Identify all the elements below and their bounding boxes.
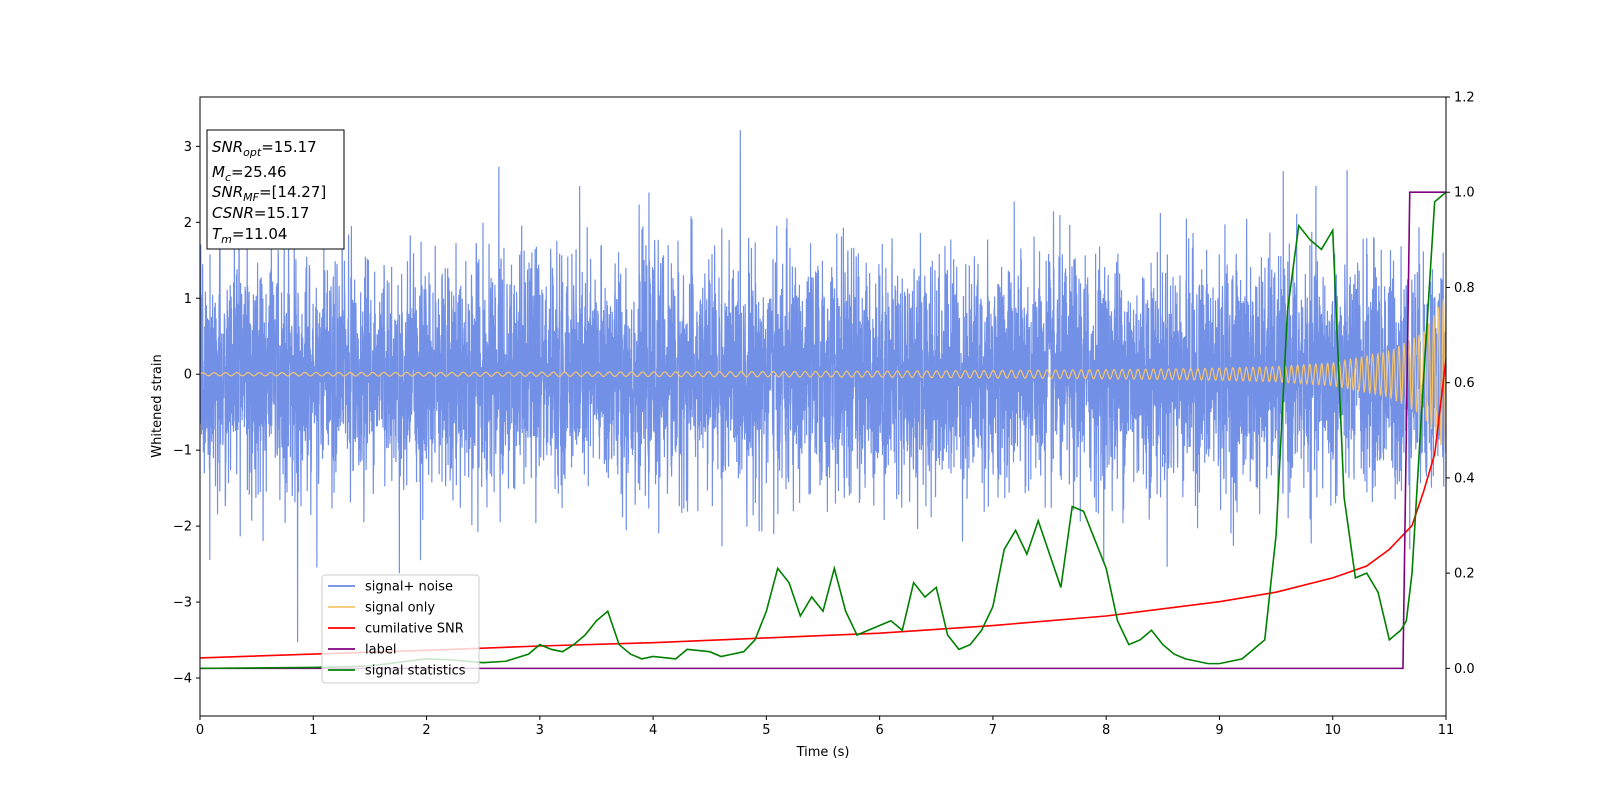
x-tick-label: 6 (875, 723, 883, 738)
x-tick-label: 7 (989, 723, 997, 738)
legend-signal-statistics: signal statistics (365, 664, 466, 679)
axis-ticks: 0 1 2 3 4 5 6 7 8 9 10 11 −4 −3 −2 −1 0 1 2 3 0.0 0.2 0.4 0.6 0.… (173, 91, 1475, 739)
y-left-tick-label: 3 (184, 140, 192, 155)
y-right-tick-label: 0.6 (1454, 376, 1475, 391)
x-tick-label: 8 (1102, 723, 1110, 738)
info-box: SNRopt=15.17 Mc=25.46SNRMF=[14.27]CSNR=15… (206, 129, 345, 250)
series-signal-noise (200, 130, 1446, 643)
x-tick-label: 1 (309, 723, 317, 738)
legend-cumulative-snr: cumilative SNR (365, 622, 464, 637)
x-tick-label: 0 (196, 723, 204, 738)
x-tick-label: 5 (762, 723, 770, 738)
series-signal-statistics (200, 191, 1446, 670)
y-right-tick-label: 1.2 (1454, 91, 1475, 106)
y-left-tick-label: −4 (173, 672, 192, 687)
x-tick-label: 10 (1324, 723, 1341, 738)
legend-signal-only: signal only (365, 601, 435, 616)
legend-signal-noise: signal+ noise (365, 580, 453, 595)
y-left-tick-label: 0 (184, 368, 192, 383)
plot-area (200, 130, 1446, 670)
y-left-tick-label: −1 (173, 444, 192, 459)
x-tick-label: 11 (1438, 723, 1455, 738)
x-tick-label: 9 (1215, 723, 1223, 738)
info-box-frame (206, 129, 345, 250)
y-left-tick-label: 1 (184, 292, 192, 307)
info-box-line: Mc=25.46 (212, 163, 287, 184)
legend: signal+ noise signal only cumilative SNR la… (321, 574, 480, 684)
y-right-tick-label: 0.4 (1454, 471, 1475, 486)
y-right-tick-label: 0.2 (1454, 567, 1475, 582)
series-cumulative-snr (200, 358, 1446, 659)
y-right-tick-label: 0.0 (1454, 662, 1475, 677)
y-axis-label: Whitened strain (150, 354, 165, 457)
x-tick-label: 2 (422, 723, 430, 738)
x-axis-label: Time (s) (796, 745, 850, 760)
y-left-tick-label: 2 (184, 216, 192, 231)
info-box-line: Tm=11.04 (212, 225, 287, 246)
y-left-tick-label: −2 (173, 520, 192, 535)
series-signal-only (200, 299, 1446, 454)
info-box-line: CSNR=15.17 (212, 204, 309, 222)
series-label (200, 191, 1446, 670)
y-right-tick-label: 0.8 (1454, 281, 1475, 296)
axes-frame (199, 96, 1447, 717)
legend-frame (321, 574, 480, 684)
y-left-tick-label: −3 (173, 596, 192, 611)
legend-label: label (365, 643, 396, 658)
y-right-tick-label: 1.0 (1454, 186, 1475, 201)
info-box-line: SNRMF=[14.27] (212, 183, 326, 204)
x-tick-label: 3 (536, 723, 544, 738)
info-box-line: SNRopt=15.17 (212, 138, 317, 159)
x-tick-label: 4 (649, 723, 657, 738)
